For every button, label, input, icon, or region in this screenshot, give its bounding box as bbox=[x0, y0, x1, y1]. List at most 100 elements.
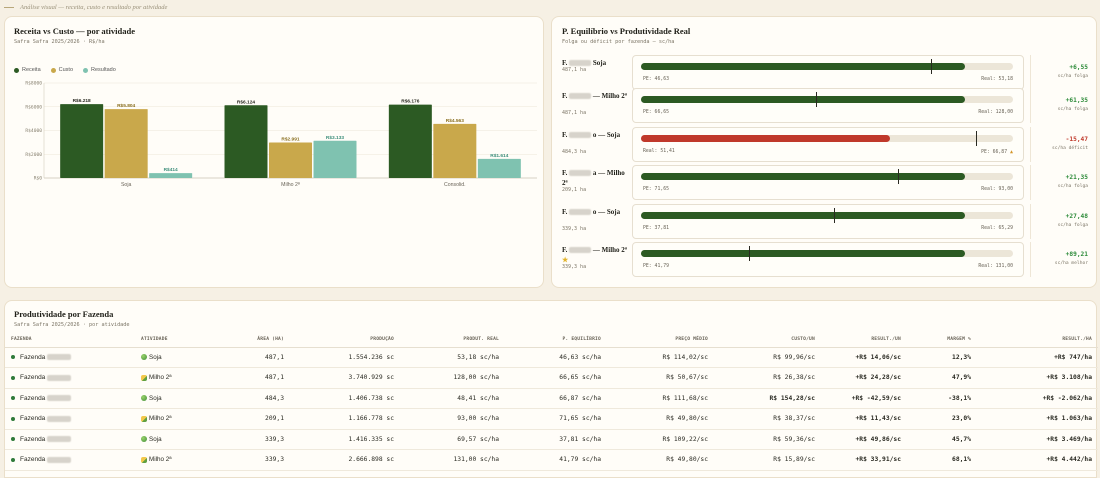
y-tick-label: R$4000 bbox=[25, 128, 42, 134]
activity-label: Milho 2ª bbox=[149, 415, 172, 423]
breakeven-bar-box: Real: 51,41 PE: 66,87 ▲ bbox=[632, 127, 1024, 162]
col-atividade[interactable]: ATIVIDADE bbox=[135, 333, 225, 348]
redacted-name bbox=[47, 436, 72, 443]
bar-left-label: PE: 41,79 bbox=[643, 264, 669, 269]
col-preco-medio[interactable]: PREÇO MÉDIO bbox=[607, 333, 714, 348]
x-tick-label: Soja bbox=[121, 182, 131, 188]
farm-name: F. Soja bbox=[562, 59, 630, 69]
cell-custo-un: R$ 15,89/sc bbox=[714, 449, 821, 471]
legend-item-resultado[interactable]: Resultado bbox=[83, 67, 116, 73]
cell-p-equilibrio: 66,65 sc/ha bbox=[505, 367, 607, 389]
breakeven-value-cell: +61,35 sc/ha folga bbox=[1030, 88, 1090, 123]
cell-producao: 1.554.236 sc bbox=[290, 347, 400, 368]
soja-icon bbox=[141, 354, 147, 361]
redacted-name bbox=[47, 456, 72, 463]
cell-p-equilibrio: 41,79 sc/ha bbox=[505, 449, 607, 471]
breakeven-marker bbox=[897, 169, 899, 184]
cell-atividade: Milho 2ª bbox=[135, 367, 225, 389]
breakeven-row[interactable]: F. a — Milho 2ª 209,1 ha PE: 71,65 Real:… bbox=[560, 165, 1092, 200]
breakeven-row[interactable]: F. o — Soja 484,3 ha Real: 51,41 PE: 66,… bbox=[560, 127, 1092, 162]
table-row[interactable]: Fazenda Soja 487,1 1.554.236 sc 53,18 sc… bbox=[5, 347, 1098, 368]
legend-item-custo[interactable]: Custo bbox=[50, 67, 73, 73]
farm-name-activity: a — Milho 2ª bbox=[562, 169, 625, 187]
breakeven-unit: sc/ha déficit bbox=[1052, 146, 1088, 151]
cell-preco-medio: R$ 114,02/sc bbox=[607, 347, 714, 368]
cell-custo-un: R$ 99,96/sc bbox=[714, 347, 821, 368]
cell-custo-un: R$ 59,36/sc bbox=[714, 429, 821, 450]
y-tick-label: R$8000 bbox=[25, 81, 42, 87]
farm-label: Fazenda bbox=[20, 374, 46, 382]
breakeven-marker bbox=[975, 131, 977, 146]
cell-produt-real: 53,18 sc/ha bbox=[400, 347, 505, 368]
data-label: R$1.614 bbox=[490, 153, 508, 159]
col-fazenda[interactable]: FAZENDA bbox=[5, 333, 135, 348]
table-row[interactable]: Fazenda Milho 2ª 209,1 1.166.778 sc 93,0… bbox=[5, 408, 1098, 430]
cell-fazenda: Fazenda bbox=[5, 367, 135, 389]
cell-p-equilibrio: 37,81 sc/ha bbox=[505, 429, 607, 450]
cell-area: 339,3 bbox=[225, 449, 290, 471]
soja-icon bbox=[141, 436, 147, 443]
productivity-table: FAZENDA ATIVIDADE ÁREA (HA) PRODUÇÃO PRO… bbox=[5, 333, 1098, 471]
cell-p-equilibrio: 66,87 sc/ha bbox=[505, 388, 607, 409]
redacted-name bbox=[47, 354, 72, 361]
col-margem[interactable]: MARGEM % bbox=[907, 333, 977, 348]
cell-fazenda: Fazenda bbox=[5, 449, 135, 471]
breakeven-value-cell: +21,35 sc/ha folga bbox=[1030, 165, 1090, 200]
milho-icon bbox=[141, 456, 147, 463]
productivity-table-card: Produtividade por Fazenda Safra Safra 20… bbox=[4, 300, 1098, 478]
table-row[interactable]: Fazenda Milho 2ª 339,3 2.666.898 sc 131,… bbox=[5, 449, 1098, 471]
cell-custo-un: R$ 26,38/sc bbox=[714, 367, 821, 389]
breakeven-value-cell: +6,55 sc/ha folga bbox=[1030, 55, 1090, 90]
redacted-name bbox=[569, 93, 592, 100]
cell-producao: 1.416.335 sc bbox=[290, 429, 400, 450]
breakeven-row[interactable]: F. Soja 487,1 ha PE: 46,63 Real: 53,18 +… bbox=[560, 55, 1092, 90]
col-p-equilibrio[interactable]: P. EQUILÍBRIO bbox=[505, 333, 607, 348]
status-dot bbox=[11, 355, 15, 360]
cell-fazenda: Fazenda bbox=[5, 429, 135, 450]
breakeven-fill bbox=[641, 63, 965, 70]
bar-resultado-0 bbox=[149, 173, 193, 178]
col-custo-un[interactable]: CUSTO/UN bbox=[714, 333, 821, 348]
farm-name-activity: o — Soja bbox=[592, 131, 621, 139]
table-row[interactable]: Fazenda Soja 484,3 1.406.738 sc 48,41 sc… bbox=[5, 388, 1098, 409]
farm-name-activity: — Milho 2ª bbox=[592, 246, 627, 254]
farm-area: 484,3 ha bbox=[562, 149, 587, 155]
cell-atividade: Milho 2ª bbox=[135, 408, 225, 430]
activity-label: Soja bbox=[149, 435, 162, 443]
status-dot bbox=[11, 437, 15, 442]
bar-receita-0 bbox=[60, 104, 104, 178]
breakeven-row[interactable]: F. o — Soja 339,3 ha PE: 37,81 Real: 65,… bbox=[560, 204, 1092, 239]
cell-produt-real: 128,00 sc/ha bbox=[400, 367, 505, 389]
legend-dot bbox=[83, 67, 89, 73]
bar-right-label: Real: 93,00 bbox=[981, 187, 1013, 192]
bar-right-label: Real: 131,00 bbox=[978, 264, 1013, 269]
cell-result-ha: +R$ 3.108/ha bbox=[977, 367, 1098, 389]
col-area[interactable]: ÁREA (HA) bbox=[225, 333, 290, 348]
col-produt-real[interactable]: PRODUT. REAL bbox=[400, 333, 505, 348]
col-producao[interactable]: PRODUÇÃO bbox=[290, 333, 400, 348]
breakeven-row[interactable]: F. — Milho 2ª 487,1 ha PE: 66,65 Real: 1… bbox=[560, 88, 1092, 123]
col-result-ha[interactable]: RESULT./HA bbox=[977, 333, 1098, 348]
breakeven-value-cell: -15,47 sc/ha déficit bbox=[1030, 127, 1090, 162]
legend-label: Receita bbox=[22, 67, 41, 73]
farm-label: Fazenda bbox=[20, 415, 46, 423]
legend-item-receita[interactable]: Receita bbox=[14, 67, 41, 73]
cell-result-un: +R$ 14,06/sc bbox=[821, 347, 907, 368]
col-result-un[interactable]: RESULT./UN bbox=[821, 333, 907, 348]
cell-area: 209,1 bbox=[225, 408, 290, 430]
productivity-table-subtitle: Safra Safra 2025/2026 · por atividade bbox=[14, 322, 130, 328]
cell-custo-un: R$ 154,28/sc bbox=[714, 388, 821, 409]
activity-label: Soja bbox=[149, 353, 162, 361]
section-header: Análise visual — receita, custo e result… bbox=[4, 2, 167, 12]
y-tick-label: R$0 bbox=[34, 176, 43, 182]
cell-atividade: Soja bbox=[135, 388, 225, 409]
cell-produt-real: 69,57 sc/ha bbox=[400, 429, 505, 450]
data-label: R$414 bbox=[164, 167, 178, 173]
table-row[interactable]: Fazenda Soja 339,3 1.416.335 sc 69,57 sc… bbox=[5, 429, 1098, 450]
cell-result-ha: +R$ 747/ha bbox=[977, 347, 1098, 368]
breakeven-row[interactable]: F. — Milho 2ª ★ 339,3 ha PE: 41,79 Real:… bbox=[560, 242, 1092, 277]
table-row[interactable]: Fazenda Milho 2ª 487,1 3.740.929 sc 128,… bbox=[5, 367, 1098, 389]
cell-fazenda: Fazenda bbox=[5, 408, 135, 430]
bar-left-label: PE: 37,81 bbox=[643, 226, 669, 231]
breakeven-value: -15,47 bbox=[1065, 136, 1088, 143]
